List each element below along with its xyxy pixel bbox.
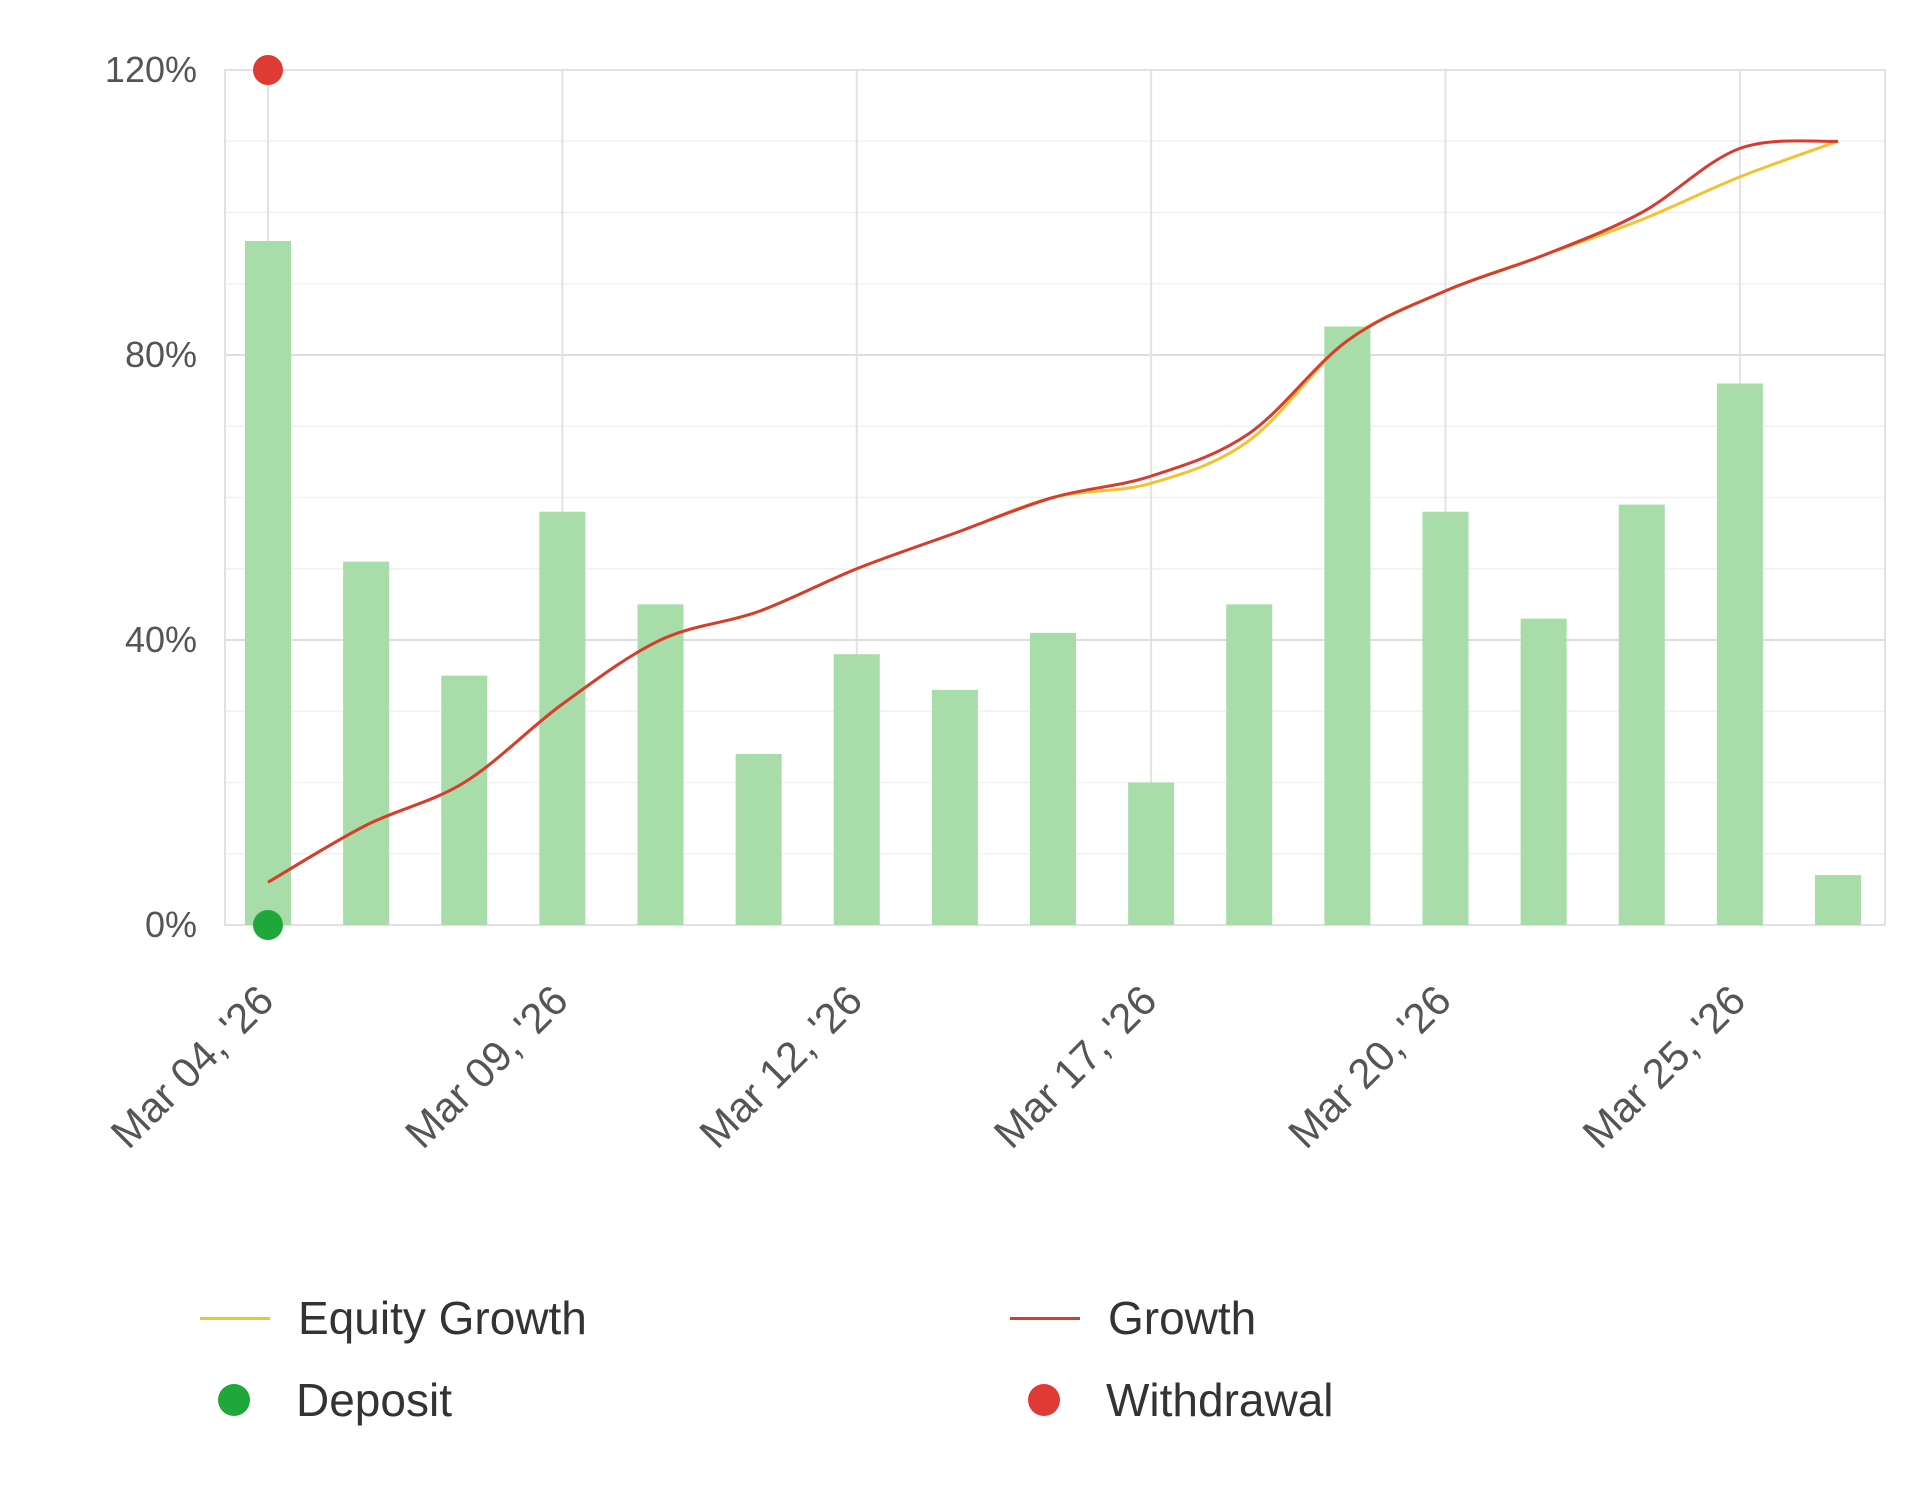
- bar: [1520, 618, 1567, 925]
- event-markers: [253, 55, 283, 940]
- x-tick-label: Mar 17, '26: [985, 976, 1166, 1157]
- bar: [735, 754, 782, 925]
- growth-chart: 0% 40% 80% 120% Mar 04, '26 Mar 09, '26 Mar 1…: [101, 49, 1886, 1157]
- x-axis-tick-labels: Mar 04, '26 Mar 09, '26 Mar 12, '26 Mar 17,…: [101, 976, 1754, 1157]
- legend-item-growth[interactable]: Growth: [1010, 1290, 1256, 1346]
- bar: [1030, 632, 1076, 925]
- bar: [637, 604, 684, 925]
- x-tick-label: Mar 20, '26: [1279, 976, 1460, 1157]
- x-tick-label: Mar 04, '26: [101, 976, 282, 1157]
- bar: [441, 675, 488, 925]
- bar: [1618, 504, 1665, 925]
- legend-item-withdrawal[interactable]: Withdrawal: [1010, 1372, 1334, 1428]
- withdrawal-marker: [253, 55, 283, 85]
- bar: [1422, 511, 1469, 925]
- bar-series: [245, 241, 1861, 925]
- deposit-dot-icon: [218, 1384, 250, 1416]
- deposit-marker: [253, 910, 283, 940]
- bar: [539, 511, 586, 925]
- line-series: [267, 139, 1839, 884]
- bar: [1716, 383, 1763, 925]
- equity-growth-line-icon: [200, 1316, 270, 1320]
- legend-item-equity-growth[interactable]: Equity Growth: [200, 1290, 587, 1346]
- legend-label: Growth: [1108, 1292, 1257, 1344]
- y-tick-label: 40%: [125, 619, 197, 660]
- bar: [1226, 604, 1273, 925]
- bar: [1815, 875, 1861, 925]
- y-tick-label: 80%: [125, 334, 197, 375]
- bar: [245, 241, 291, 925]
- x-tick-label: Mar 25, '26: [1573, 976, 1754, 1157]
- x-tick-label: Mar 09, '26: [396, 976, 577, 1157]
- chart-legend: Equity Growth Growth Deposit Withdrawal: [200, 1290, 1600, 1460]
- bar: [1324, 326, 1371, 925]
- y-tick-label: 120%: [105, 49, 197, 90]
- growth-line-icon: [1010, 1316, 1080, 1320]
- legend-label: Withdrawal: [1106, 1374, 1334, 1426]
- bar: [833, 654, 880, 925]
- legend-label: Deposit: [296, 1374, 452, 1426]
- bar: [1128, 782, 1175, 925]
- x-tick-label: Mar 12, '26: [690, 976, 871, 1157]
- legend-label: Equity Growth: [298, 1292, 587, 1344]
- y-tick-label: 0%: [145, 904, 197, 945]
- legend-item-deposit[interactable]: Deposit: [200, 1372, 452, 1428]
- growth-line: [267, 139, 1839, 884]
- y-axis-tick-labels: 0% 40% 80% 120%: [105, 49, 197, 945]
- bar: [343, 561, 390, 925]
- withdrawal-dot-icon: [1028, 1384, 1060, 1416]
- bar: [931, 689, 978, 925]
